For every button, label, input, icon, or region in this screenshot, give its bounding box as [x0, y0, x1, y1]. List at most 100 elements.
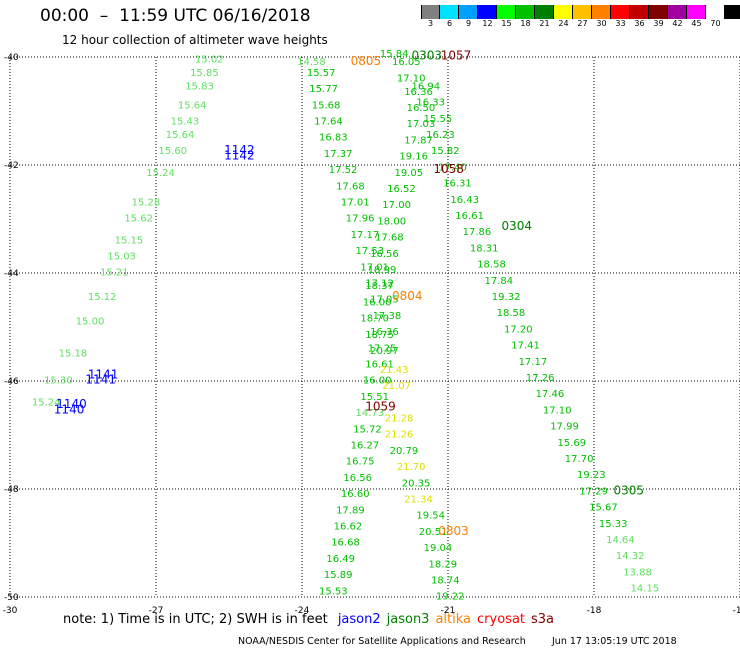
pass-time-label: 0303 — [412, 49, 443, 63]
wave-height-value: 17.87 — [404, 135, 433, 146]
wave-height-value: 14.58 — [297, 57, 326, 68]
wave-height-value: 16.75 — [346, 457, 375, 468]
wave-height-value: 17.37 — [324, 149, 353, 160]
pass-time-label: 1059 — [365, 400, 396, 414]
legend-swatch — [421, 5, 440, 19]
wave-height-value: 15.33 — [599, 519, 628, 530]
wave-height-value: 17.10 — [543, 405, 572, 416]
wave-height-value: 16.62 — [334, 522, 363, 533]
wave-height-value: 17.25 — [368, 343, 397, 354]
wave-height-value: 15.77 — [309, 84, 338, 95]
legend-swatch-label: 6 — [446, 19, 453, 28]
legend-swatch — [573, 5, 592, 19]
wave-height-value: 15.64 — [178, 100, 207, 111]
note-row: note: 1) Time is in UTC; 2) SWH is in fe… — [63, 612, 566, 627]
legend-swatch-label: 27 — [577, 19, 588, 28]
wave-height-value: 16.83 — [319, 133, 348, 144]
satellite-label: altika — [435, 612, 472, 627]
wave-height-value: 17.10 — [397, 73, 426, 84]
wave-height-value: 19.16 — [399, 152, 428, 163]
wave-height-value: 16.33 — [416, 98, 445, 109]
wave-height-value: 17.68 — [375, 233, 404, 244]
wave-height-value: 15.12 — [88, 292, 117, 303]
wave-height-value: 16.27 — [351, 441, 380, 452]
legend-swatch — [459, 5, 478, 19]
wave-height-value: 17.00 — [382, 200, 411, 211]
satellite-label: jason2 — [337, 612, 381, 627]
satellite-legend: jason2 jason3 altika cryosat s3a — [338, 612, 560, 627]
wave-height-value: 17.53 — [356, 246, 385, 257]
wave-height-value: 17.38 — [373, 311, 402, 322]
y-tick-label: -40 — [4, 53, 19, 63]
wave-height-value: 17.64 — [314, 117, 343, 128]
x-tick-label: -21 — [441, 606, 456, 616]
wave-height-value: 15.89 — [324, 570, 353, 581]
y-tick-label: -48 — [4, 485, 19, 495]
legend-swatch — [706, 5, 725, 19]
wave-height-value: 17.03 — [407, 119, 436, 130]
x-tick-label: -27 — [149, 606, 164, 616]
wave-height-value: 15.02 — [195, 54, 224, 65]
pass-time-label: 0804 — [392, 289, 423, 303]
wave-height-value: 17.41 — [511, 341, 540, 352]
legend-swatch-label: 70 — [710, 19, 721, 28]
wave-height-value: 16.52 — [387, 184, 416, 195]
wave-height-value: 20.35 — [402, 478, 431, 489]
wave-height-value: 17.01 — [360, 262, 389, 273]
note-text: note: 1) Time is in UTC; 2) SWH is in fe… — [63, 612, 328, 627]
wave-height-value: 17.05 — [370, 295, 399, 306]
y-tick-label: -44 — [4, 269, 19, 279]
pass-time-label: 1140 — [56, 397, 87, 411]
legend-swatch-label: 30 — [596, 19, 607, 28]
wave-height-value: 14.64 — [606, 535, 635, 546]
wave-height-value: 16.43 — [450, 195, 479, 206]
wave-height-value: 16.00 — [363, 297, 392, 308]
legend-swatch — [535, 5, 554, 19]
wave-height-value: 17.17 — [519, 357, 548, 368]
wave-height-value: 16.36 — [370, 327, 399, 338]
pass-time-label: 1057 — [441, 49, 472, 63]
legend-swatch-label: 24 — [558, 19, 569, 28]
wave-height-value: 15.67 — [589, 503, 618, 514]
wave-height-value: 17.26 — [526, 373, 555, 384]
wave-height-value: 17.52 — [329, 165, 358, 176]
wave-height-value: 15.69 — [558, 438, 587, 449]
y-tick-label: -46 — [4, 377, 19, 387]
x-tick-label: -15 — [733, 606, 740, 616]
wave-height-value: 15.72 — [353, 424, 382, 435]
wave-height-value: 15.00 — [76, 316, 105, 327]
wave-height-value: 16.56 — [370, 249, 399, 260]
wave-height-value: 17.89 — [336, 505, 365, 516]
wave-height-value: 17.68 — [336, 181, 365, 192]
wave-height-value: 14.15 — [631, 584, 660, 595]
satellite-label: jason3 — [386, 612, 430, 627]
wave-height-value: 17.40 — [438, 162, 467, 173]
wave-height-value: 18.58 — [497, 308, 526, 319]
wave-height-value: 17.86 — [463, 227, 492, 238]
legend-swatch-label: 18 — [520, 19, 531, 28]
wave-height-value: 15.15 — [115, 235, 144, 246]
wave-height-value: 21.43 — [380, 365, 409, 376]
wave-height-value: 18.74 — [431, 576, 460, 587]
legend-swatch — [440, 5, 459, 19]
wave-height-value: 15.24 — [146, 168, 175, 179]
pass-time-label: 1142 — [224, 149, 255, 163]
legend-swatch — [649, 5, 668, 19]
legend-swatch — [592, 5, 611, 19]
footer-timestamp: Jun 17 13:05:19 UTC 2018 — [552, 636, 677, 647]
wave-height-value: 15.55 — [424, 114, 453, 125]
wave-height-value: 20.51 — [419, 527, 448, 538]
wave-height-value: 16.68 — [331, 538, 360, 549]
legend-swatch — [516, 5, 535, 19]
wave-height-value: 15.21 — [100, 268, 129, 279]
pass-time-label: 1141 — [85, 373, 116, 387]
wave-height-value: 19.23 — [577, 470, 606, 481]
wave-height-value: 15.83 — [185, 81, 214, 92]
pass-time-label: 0805 — [351, 54, 382, 68]
chart-title: 00:00 – 11:59 UTC 06/16/2018 — [40, 6, 311, 26]
wave-height-value: 16.60 — [341, 489, 370, 500]
wave-height-value: 17.46 — [536, 389, 565, 400]
legend-swatch-label: 45 — [691, 19, 702, 28]
